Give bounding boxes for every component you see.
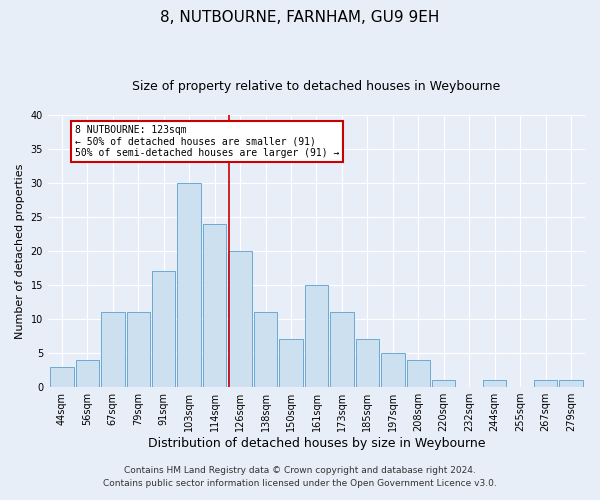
- Text: 8, NUTBOURNE, FARNHAM, GU9 9EH: 8, NUTBOURNE, FARNHAM, GU9 9EH: [160, 10, 440, 25]
- Title: Size of property relative to detached houses in Weybourne: Size of property relative to detached ho…: [133, 80, 500, 93]
- Text: 8 NUTBOURNE: 123sqm
← 50% of detached houses are smaller (91)
50% of semi-detach: 8 NUTBOURNE: 123sqm ← 50% of detached ho…: [74, 125, 339, 158]
- Bar: [203, 224, 226, 387]
- Bar: [178, 183, 201, 387]
- Text: Contains HM Land Registry data © Crown copyright and database right 2024.
Contai: Contains HM Land Registry data © Crown c…: [103, 466, 497, 487]
- Bar: [534, 380, 557, 387]
- Y-axis label: Number of detached properties: Number of detached properties: [15, 164, 25, 338]
- Bar: [229, 251, 252, 387]
- Bar: [356, 340, 379, 387]
- Bar: [50, 366, 74, 387]
- Bar: [127, 312, 150, 387]
- Bar: [330, 312, 353, 387]
- Bar: [432, 380, 455, 387]
- Bar: [407, 360, 430, 387]
- X-axis label: Distribution of detached houses by size in Weybourne: Distribution of detached houses by size …: [148, 437, 485, 450]
- Bar: [559, 380, 583, 387]
- Bar: [76, 360, 99, 387]
- Bar: [152, 272, 175, 387]
- Bar: [101, 312, 125, 387]
- Bar: [483, 380, 506, 387]
- Bar: [279, 340, 303, 387]
- Bar: [254, 312, 277, 387]
- Bar: [381, 353, 404, 387]
- Bar: [305, 285, 328, 387]
